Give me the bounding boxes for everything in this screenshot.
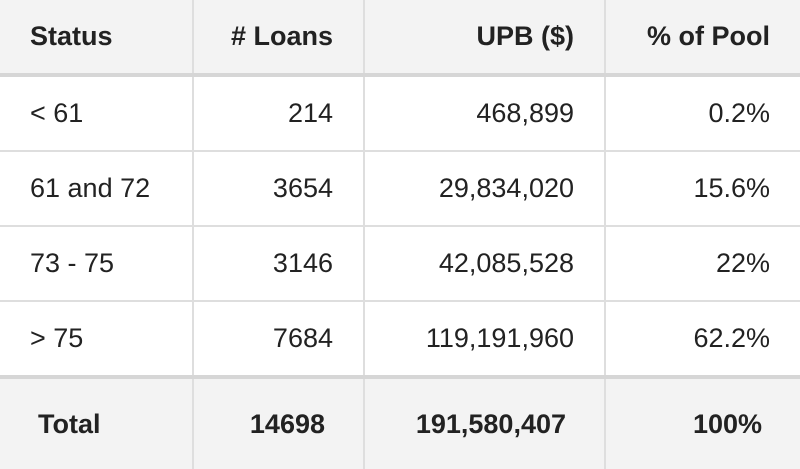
total-loans: 14698 — [192, 375, 365, 469]
total-upb: 191,580,407 — [363, 375, 606, 469]
cell-pool-percent: 22% — [604, 224, 800, 302]
cell-loans: 7684 — [192, 299, 365, 379]
table-footer: Total 14698 191,580,407 100% — [0, 375, 800, 469]
header-loans: # Loans — [192, 0, 365, 77]
cell-status: > 75 — [0, 299, 194, 379]
header-status: Status — [0, 0, 194, 77]
cell-status: 61 and 72 — [0, 150, 194, 227]
cell-upb: 42,085,528 — [363, 224, 606, 302]
cell-loans: 3654 — [192, 150, 365, 227]
header-upb: UPB ($) — [363, 0, 606, 77]
header-row: Status # Loans UPB ($) % of Pool — [0, 0, 800, 77]
table-header: Status # Loans UPB ($) % of Pool — [0, 0, 800, 77]
cell-loans: 3146 — [192, 224, 365, 302]
total-label: Total — [0, 375, 194, 469]
table-row: < 61 214 468,899 0.2% — [0, 74, 800, 152]
table-body: < 61 214 468,899 0.2% 61 and 72 3654 29,… — [0, 74, 800, 379]
cell-pool-percent: 62.2% — [604, 299, 800, 379]
table-row: > 75 7684 119,191,960 62.2% — [0, 299, 800, 379]
cell-pool-percent: 0.2% — [604, 74, 800, 152]
cell-status: 73 - 75 — [0, 224, 194, 302]
cell-upb: 119,191,960 — [363, 299, 606, 379]
cell-upb: 468,899 — [363, 74, 606, 152]
cell-upb: 29,834,020 — [363, 150, 606, 227]
table-row: 61 and 72 3654 29,834,020 15.6% — [0, 150, 800, 227]
cell-pool-percent: 15.6% — [604, 150, 800, 227]
cell-status: < 61 — [0, 74, 194, 152]
total-pool-percent: 100% — [604, 375, 800, 469]
table-row: 73 - 75 3146 42,085,528 22% — [0, 224, 800, 302]
header-pool-percent: % of Pool — [604, 0, 800, 77]
cell-loans: 214 — [192, 74, 365, 152]
total-row: Total 14698 191,580,407 100% — [0, 375, 800, 469]
